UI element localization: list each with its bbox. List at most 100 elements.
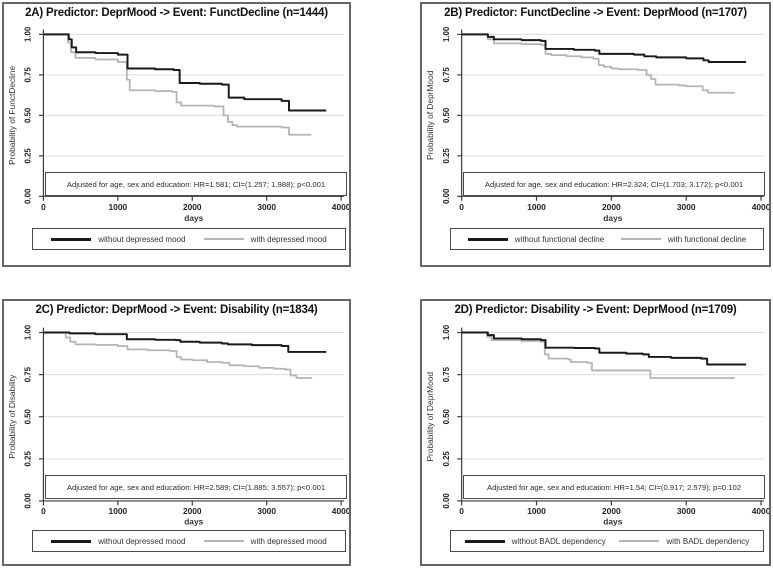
y-axis-title: Probability of FunctDecline: [7, 66, 17, 165]
legend-item-without: without functional decline: [467, 234, 605, 244]
legend-item-with: with functional decline: [620, 234, 747, 244]
hr-annotation-2c: Adjusted for age, sex and education: HR=…: [45, 475, 347, 499]
legend-line-light: [619, 540, 660, 542]
y-tick-label: 1.00: [24, 324, 33, 340]
legend-item-without: without BADL dependency: [464, 536, 606, 546]
panel-title-2b: 2B) Predictor: FunctDecline -> Event: De…: [444, 7, 747, 19]
legend-item-with: with depressed mood: [203, 234, 327, 244]
y-tick-label: 0.25: [442, 148, 451, 164]
legend-2c: without depressed mood with depressed mo…: [32, 530, 346, 552]
y-tick-label: 0.00: [24, 188, 33, 204]
panel-2a: 2A) Predictor: DeprMood -> Event: FunctD…: [2, 2, 351, 267]
x-tick-label: 1000: [109, 506, 128, 516]
legend-line-light: [620, 238, 661, 240]
x-axis-title: days: [184, 517, 203, 527]
x-tick-label: 1000: [527, 506, 546, 516]
legend-label: with functional decline: [667, 234, 747, 244]
x-tick-label: 3000: [257, 202, 276, 212]
km-curve-with-BADL-dependency: [461, 331, 735, 379]
y-axis-title: Probability of Disability: [7, 374, 17, 459]
x-tick-label: 4000: [332, 506, 349, 516]
panel-2d: 2D) Predictor: Disability -> Event: Depr…: [420, 299, 771, 566]
legend-2d: without BADL dependency with BADL depend…: [450, 530, 764, 552]
x-tick-label: 3000: [257, 506, 276, 516]
y-tick-label: 0.75: [24, 366, 33, 382]
x-tick-label: 2000: [602, 202, 621, 212]
x-tick-label: 0: [459, 202, 464, 212]
x-axis-title: days: [603, 213, 623, 223]
legend-item-without: without depressed mood: [51, 235, 185, 244]
x-tick-label: 1000: [527, 202, 546, 212]
hr-annotation-2a: Adjusted for age, sex and education: HR=…: [45, 172, 347, 196]
km-curve-without-depressed-mood: [43, 33, 327, 112]
km-curve-with-functional-decline: [461, 33, 735, 94]
legend-line-dark: [467, 237, 508, 241]
y-tick-label: 0.75: [442, 67, 451, 83]
y-tick-label: 0.00: [442, 493, 451, 509]
y-tick-label: 0.00: [24, 493, 33, 509]
y-tick-label: 0.25: [24, 451, 33, 467]
km-plot-2d: 0 1000 2000 3000 4000 0.00 0.25 0.50 0.75 1.00 day…: [425, 324, 769, 527]
legend-line-dark: [51, 237, 92, 241]
legend-label: with BADL dependency: [666, 536, 750, 546]
y-tick-label: 0.25: [442, 451, 451, 467]
legend-label: without depressed mood: [98, 234, 186, 244]
x-tick-label: 1000: [109, 202, 128, 212]
x-tick-label: 4000: [752, 506, 769, 516]
hr-annotation-2d: Adjusted for age, sex and education: HR=…: [463, 475, 765, 499]
x-tick-label: 2000: [183, 506, 202, 516]
km-curve-with-depressed-mood: [43, 331, 313, 379]
y-tick-label: 0.00: [442, 188, 451, 204]
km-curve-without-depressed-mood: [43, 331, 327, 353]
x-tick-label: 3000: [677, 506, 696, 516]
y-tick-label: 0.25: [24, 148, 33, 164]
legend-2a: without depressed mood with depressed mo…: [32, 228, 346, 250]
x-tick-label: 0: [459, 506, 464, 516]
x-tick-label: 4000: [332, 202, 349, 212]
km-curve-with-depressed-mood: [43, 33, 312, 136]
panel-title-2c: 2C) Predictor: DeprMood -> Event: Disabi…: [35, 304, 318, 316]
km-plot-2b: 0 1000 2000 3000 4000 0.00 0.25 0.50 0.75 1.00 day…: [425, 26, 769, 223]
hr-annotation-2b: Adjusted for age, sex and education: HR=…: [463, 172, 765, 196]
y-tick-label: 0.75: [24, 67, 33, 83]
x-tick-label: 4000: [752, 202, 769, 212]
legend-label: without functional decline: [514, 234, 605, 244]
y-tick-label: 1.00: [442, 26, 451, 42]
y-tick-label: 0.50: [442, 408, 451, 424]
legend-2b: without functional decline with function…: [450, 228, 764, 250]
legend-label: with depressed mood: [250, 234, 327, 244]
x-tick-label: 0: [41, 202, 46, 212]
y-tick-label: 0.50: [24, 408, 33, 424]
x-tick-label: 2000: [183, 202, 202, 212]
legend-line-light: [203, 238, 244, 240]
y-tick-label: 1.00: [24, 26, 33, 42]
y-tick-label: 1.00: [442, 324, 451, 340]
y-axis-title: Probability of DeprMood: [425, 372, 435, 462]
km-plot-2a: 0 1000 2000 3000 4000 0.00 0.25 0.50 0.75 1.00 day…: [7, 26, 349, 223]
legend-label: without BADL dependency: [511, 536, 606, 546]
x-axis-title: days: [184, 213, 203, 223]
legend-label: without depressed mood: [98, 536, 186, 546]
panel-title-2d: 2D) Predictor: Disability -> Event: Depr…: [454, 304, 737, 316]
x-axis-title: days: [603, 517, 622, 527]
x-tick-label: 2000: [602, 506, 621, 516]
legend-line-dark: [51, 539, 92, 543]
y-tick-label: 0.75: [442, 366, 451, 382]
legend-label: with depressed mood: [250, 536, 327, 546]
panel-2c: 2C) Predictor: DeprMood -> Event: Disabi…: [2, 299, 351, 566]
legend-item-with: with depressed mood: [203, 536, 327, 546]
panel-2b: 2B) Predictor: FunctDecline -> Event: De…: [420, 2, 771, 267]
y-tick-label: 0.50: [24, 107, 33, 123]
km-plot-2c: 0 1000 2000 3000 4000 0.00 0.25 0.50 0.75 1.00 day…: [7, 324, 349, 527]
x-tick-label: 3000: [677, 202, 696, 212]
legend-line-light: [203, 540, 244, 542]
y-tick-label: 0.50: [442, 107, 451, 123]
legend-line-dark: [464, 539, 505, 543]
legend-item-without: without depressed mood: [51, 537, 185, 546]
legend-item-with: with BADL dependency: [619, 537, 749, 546]
panel-title-2a: 2A) Predictor: DeprMood -> Event: FunctD…: [25, 7, 328, 19]
x-tick-label: 0: [41, 506, 46, 516]
y-axis-title: Probability of DeprMood: [425, 70, 435, 160]
km-curve-without-functional-decline: [461, 33, 747, 63]
